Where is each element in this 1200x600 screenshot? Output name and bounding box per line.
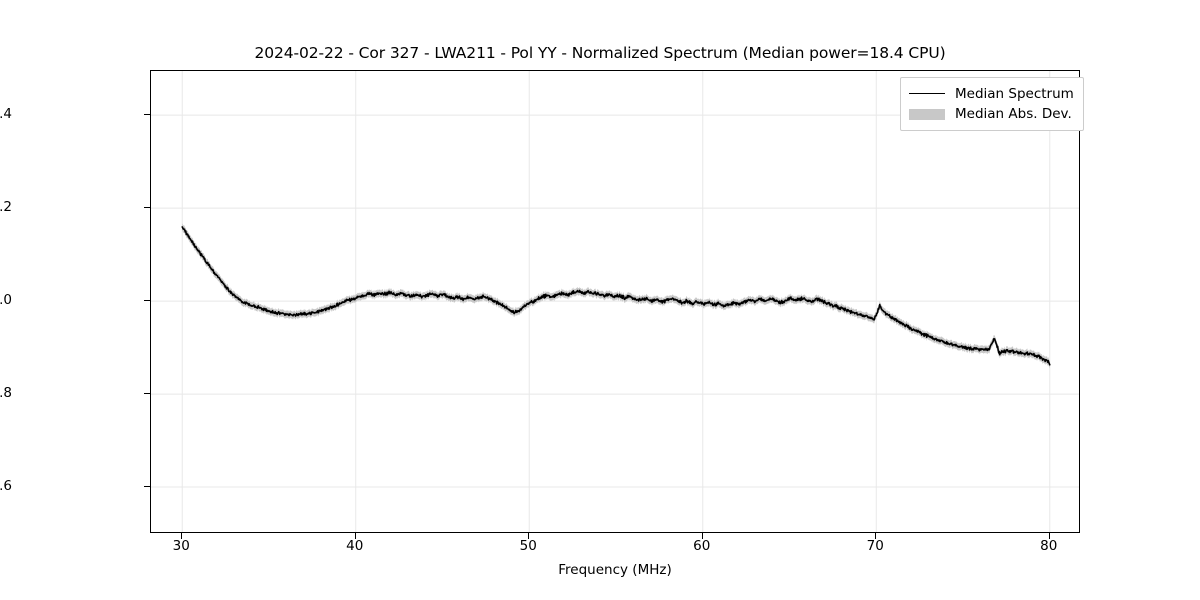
x-tick-mark bbox=[875, 533, 877, 539]
y-tick-mark bbox=[144, 393, 150, 395]
legend-label-median-abs-dev: Median Abs. Dev. bbox=[955, 106, 1072, 122]
grid-lines bbox=[151, 71, 1079, 532]
page-title: 2024-02-22 - Cor 327 - LWA211 - Pol YY -… bbox=[254, 44, 946, 62]
x-tick-label: 50 bbox=[519, 538, 537, 554]
y-tick-mark bbox=[144, 300, 150, 302]
x-tick-mark bbox=[354, 533, 356, 539]
y-tick-mark bbox=[144, 114, 150, 116]
chart-legend: Median Spectrum Median Abs. Dev. bbox=[900, 77, 1084, 131]
x-tick-label: 70 bbox=[866, 538, 884, 554]
legend-item-median-abs-dev: Median Abs. Dev. bbox=[909, 104, 1074, 124]
median-spectrum-line bbox=[181, 226, 1051, 366]
x-tick-mark bbox=[181, 533, 183, 539]
x-tick-mark bbox=[1048, 533, 1050, 539]
y-tick-label: 0.6 bbox=[0, 478, 12, 495]
legend-patch-icon bbox=[909, 107, 945, 121]
y-tick-mark bbox=[144, 207, 150, 209]
x-tick-label: 40 bbox=[346, 538, 364, 554]
plot-area bbox=[150, 70, 1080, 533]
legend-label-median-spectrum: Median Spectrum bbox=[955, 86, 1074, 102]
y-tick-label: 1.0 bbox=[0, 292, 12, 309]
legend-line-icon bbox=[909, 87, 945, 101]
y-tick-label: 1.2 bbox=[0, 199, 12, 216]
x-tick-mark bbox=[701, 533, 703, 539]
x-tick-label: 30 bbox=[172, 538, 190, 554]
y-tick-mark bbox=[144, 486, 150, 488]
y-tick-label: 1.4 bbox=[0, 106, 12, 123]
x-tick-label: 80 bbox=[1040, 538, 1058, 554]
x-tick-label: 60 bbox=[693, 538, 711, 554]
spectrum-plot-svg bbox=[151, 71, 1079, 532]
x-tick-mark bbox=[528, 533, 530, 539]
x-axis-label: Frequency (MHz) bbox=[558, 562, 672, 578]
legend-item-median-spectrum: Median Spectrum bbox=[909, 84, 1074, 104]
y-tick-label: 0.8 bbox=[0, 385, 12, 402]
